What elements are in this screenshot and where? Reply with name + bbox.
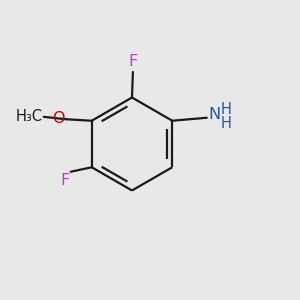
Text: N: N xyxy=(208,107,220,122)
Text: H₃C: H₃C xyxy=(15,109,42,124)
Text: F: F xyxy=(60,173,69,188)
Text: O: O xyxy=(52,111,65,126)
Text: H: H xyxy=(221,116,232,131)
Text: F: F xyxy=(128,54,137,69)
Text: H: H xyxy=(221,102,232,117)
